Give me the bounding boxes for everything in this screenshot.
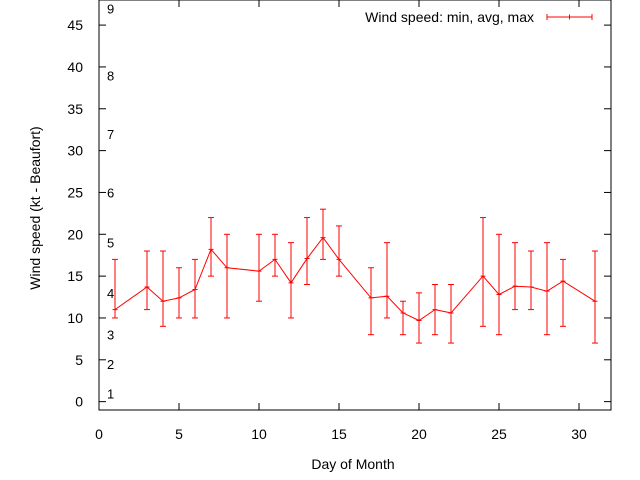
legend-swatch <box>546 14 593 20</box>
data-point <box>528 284 534 290</box>
y-tick-label: 10 <box>67 310 83 326</box>
data-point <box>384 293 390 299</box>
data-point <box>272 256 278 262</box>
x-tick-label: 15 <box>331 426 347 442</box>
y-tick-label: 20 <box>67 226 83 242</box>
series-line <box>114 236 596 322</box>
beaufort-label: 3 <box>107 328 114 343</box>
data-point <box>432 307 438 313</box>
data-point <box>336 256 342 262</box>
data-point <box>512 283 518 289</box>
y-tick-label: 25 <box>67 184 83 200</box>
data-point <box>192 287 198 293</box>
data-point <box>112 307 118 313</box>
data-point <box>480 273 486 279</box>
beaufort-label: 7 <box>107 127 114 142</box>
data-point <box>400 310 406 316</box>
y-axis-label: Wind speed (kt - Beaufort) <box>27 126 43 289</box>
y-tick-label: 0 <box>75 394 83 410</box>
x-tick-label: 5 <box>175 426 183 442</box>
data-point <box>160 298 166 304</box>
y-tick-label: 35 <box>67 101 83 117</box>
data-point <box>544 288 550 294</box>
x-tick-label: 20 <box>411 426 427 442</box>
data-point <box>320 235 326 241</box>
beaufort-label: 2 <box>107 357 114 372</box>
x-tick-label: 10 <box>251 426 267 442</box>
legend-label: Wind speed: min, avg, max <box>365 9 534 25</box>
y-tick-label: 45 <box>67 17 83 33</box>
data-point <box>208 246 214 252</box>
beaufort-label: 9 <box>107 1 114 16</box>
x-axis-label: Day of Month <box>311 456 394 472</box>
legend: Wind speed: min, avg, max <box>365 9 593 25</box>
y-tick-label: 40 <box>67 59 83 75</box>
x-ticks: 0 5 10 15 20 25 30 <box>95 0 587 442</box>
beaufort-label: 4 <box>107 286 114 301</box>
data-point <box>176 295 182 301</box>
data-point <box>368 295 374 301</box>
y-tick-label: 15 <box>67 268 83 284</box>
x-tick-label: 25 <box>491 426 507 442</box>
data-point <box>288 280 294 286</box>
beaufort-scale-labels: 1 2 3 4 5 6 7 8 9 <box>107 1 114 401</box>
data-point <box>256 268 262 274</box>
data-point <box>448 310 454 316</box>
data-point <box>416 317 422 323</box>
series-group <box>112 208 598 344</box>
beaufort-label: 8 <box>107 68 114 83</box>
beaufort-label: 6 <box>107 185 114 200</box>
data-point <box>144 284 150 290</box>
data-point <box>592 298 598 304</box>
beaufort-label: 5 <box>107 236 114 251</box>
x-tick-label: 30 <box>571 426 587 442</box>
data-point <box>304 256 310 262</box>
y-tick-label: 5 <box>75 352 83 368</box>
data-point <box>560 278 566 284</box>
data-point <box>224 265 230 271</box>
data-point <box>496 292 502 298</box>
y-tick-label: 30 <box>67 143 83 159</box>
x-tick-label: 0 <box>95 426 103 442</box>
beaufort-label: 1 <box>107 386 114 401</box>
plot-frame <box>98 0 612 411</box>
